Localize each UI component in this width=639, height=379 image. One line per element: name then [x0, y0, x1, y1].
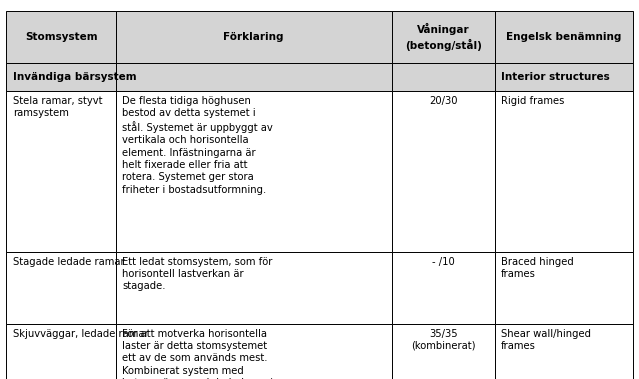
- Text: För att motverka horisontella
laster är detta stomsystemet
ett av de som används: För att motverka horisontella laster är …: [123, 329, 273, 379]
- Bar: [116, 252, 392, 324]
- Text: Stomsystem: Stomsystem: [25, 32, 98, 42]
- Text: De flesta tidiga höghusen
bestod av detta systemet i
stål. Systemet är uppbyggt : De flesta tidiga höghusen bestod av dett…: [123, 96, 273, 195]
- Text: Invändiga bärsystem: Invändiga bärsystem: [13, 72, 136, 82]
- Text: 35/35
(kombinerat): 35/35 (kombinerat): [411, 329, 475, 351]
- Text: Stagade ledade ramar: Stagade ledade ramar: [13, 257, 125, 266]
- Bar: [495, 63, 633, 91]
- Bar: [116, 324, 392, 379]
- Text: Stela ramar, styvt
ramsystem: Stela ramar, styvt ramsystem: [13, 96, 102, 118]
- Text: Engelsk benämning: Engelsk benämning: [506, 32, 621, 42]
- Bar: [392, 324, 495, 379]
- Bar: [392, 91, 495, 252]
- Bar: [392, 252, 495, 324]
- Bar: [6, 63, 116, 91]
- Text: Braced hinged
frames: Braced hinged frames: [501, 257, 574, 279]
- Bar: [6, 11, 116, 63]
- Text: Rigid frames: Rigid frames: [501, 96, 565, 105]
- Text: Interior structures: Interior structures: [501, 72, 610, 82]
- Text: Ett ledat stomsystem, som för
horisontell lastverkan är
stagade.: Ett ledat stomsystem, som för horisontel…: [123, 257, 273, 291]
- Bar: [392, 11, 495, 63]
- Bar: [116, 91, 392, 252]
- Bar: [116, 11, 392, 63]
- Bar: [495, 324, 633, 379]
- Bar: [116, 63, 392, 91]
- Bar: [495, 252, 633, 324]
- Text: Förklaring: Förklaring: [224, 32, 284, 42]
- Bar: [392, 63, 495, 91]
- Bar: [6, 324, 116, 379]
- Text: 20/30: 20/30: [429, 96, 458, 105]
- Text: Shear wall/hinged
frames: Shear wall/hinged frames: [501, 329, 591, 351]
- Bar: [6, 91, 116, 252]
- Text: - /10: - /10: [432, 257, 454, 266]
- Bar: [6, 252, 116, 324]
- Text: Skjuvväggar, ledade ramar: Skjuvväggar, ledade ramar: [13, 329, 148, 338]
- Text: Våningar
(betong/stål): Våningar (betong/stål): [404, 23, 482, 50]
- Bar: [495, 11, 633, 63]
- Bar: [495, 91, 633, 252]
